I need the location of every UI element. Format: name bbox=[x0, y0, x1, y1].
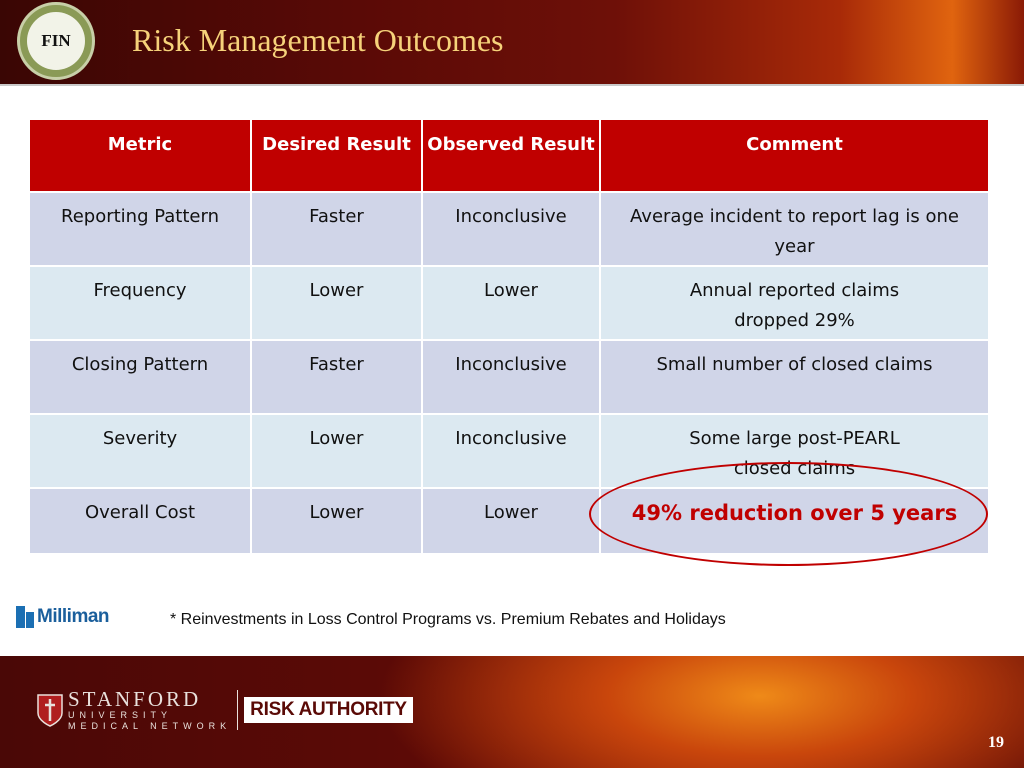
column-header-observed-result: Observed Result bbox=[421, 118, 601, 193]
comment-text: Average incident to report lag is one ye… bbox=[630, 206, 959, 257]
cell-metric: Overall Cost bbox=[28, 487, 252, 555]
stanford-name: STANFORD bbox=[68, 687, 202, 711]
stanford-university: UNIVERSITY bbox=[68, 710, 173, 720]
cell-observed: Inconclusive bbox=[421, 339, 601, 415]
table-row: Closing Pattern Faster Inconclusive Smal… bbox=[28, 339, 990, 415]
milliman-mark-icon bbox=[16, 606, 34, 628]
footnote: * Reinvestments in Loss Control Programs… bbox=[170, 611, 726, 628]
cell-desired: Faster bbox=[250, 191, 423, 267]
cell-desired: Faster bbox=[250, 339, 423, 415]
table-row: Severity Lower Inconclusive Some large p… bbox=[28, 413, 990, 489]
cell-observed: Inconclusive bbox=[421, 191, 601, 267]
comment-text: Annual reported claims dropped 29% bbox=[689, 280, 900, 331]
cell-observed: Inconclusive bbox=[421, 413, 601, 489]
column-header-metric: Metric bbox=[28, 118, 252, 193]
logo-divider bbox=[237, 690, 239, 730]
slide-header bbox=[0, 0, 1024, 84]
milliman-wordmark: Milliman bbox=[37, 606, 110, 627]
cell-metric: Severity bbox=[28, 413, 252, 489]
slide-title: Risk Management Outcomes bbox=[132, 22, 504, 58]
comment-text: Small number of closed claims bbox=[656, 354, 933, 375]
cell-observed: Lower bbox=[421, 265, 601, 341]
column-header-desired-result: Desired Result bbox=[250, 118, 423, 193]
cell-metric: Closing Pattern bbox=[28, 339, 252, 415]
risk-authority-logo: RISK AUTHORITY bbox=[244, 697, 413, 723]
table-row: Reporting Pattern Faster Inconclusive Av… bbox=[28, 191, 990, 267]
header-divider bbox=[0, 84, 1024, 86]
cell-desired: Lower bbox=[250, 265, 423, 341]
page-number: 19 bbox=[988, 734, 1004, 751]
table-header-row: Metric Desired Result Observed Result Co… bbox=[28, 118, 990, 193]
cell-metric: Frequency bbox=[28, 265, 252, 341]
cell-observed: Lower bbox=[421, 487, 601, 555]
table-row: Frequency Lower Lower Annual reported cl… bbox=[28, 265, 990, 341]
cell-comment: Annual reported claims dropped 29% bbox=[599, 265, 990, 341]
cell-comment: Average incident to report lag is one ye… bbox=[599, 191, 990, 267]
stanford-wordmark: STANFORD UNIVERSITY MEDICAL NETWORK bbox=[68, 688, 231, 732]
cell-metric: Reporting Pattern bbox=[28, 191, 252, 267]
milliman-logo: Milliman bbox=[16, 604, 110, 630]
stanford-logo: STANFORD UNIVERSITY MEDICAL NETWORK RISK… bbox=[36, 688, 413, 732]
highlight-ellipse bbox=[589, 462, 988, 566]
cell-desired: Lower bbox=[250, 413, 423, 489]
fin-badge-label: FIN bbox=[27, 12, 85, 70]
cell-desired: Lower bbox=[250, 487, 423, 555]
cell-comment: Small number of closed claims bbox=[599, 339, 990, 415]
stanford-medical-network: MEDICAL NETWORK bbox=[68, 721, 232, 731]
column-header-comment: Comment bbox=[599, 118, 990, 193]
stanford-seal-icon bbox=[37, 694, 63, 727]
fin-badge: FIN bbox=[17, 2, 95, 80]
slide-footer bbox=[0, 656, 1024, 768]
